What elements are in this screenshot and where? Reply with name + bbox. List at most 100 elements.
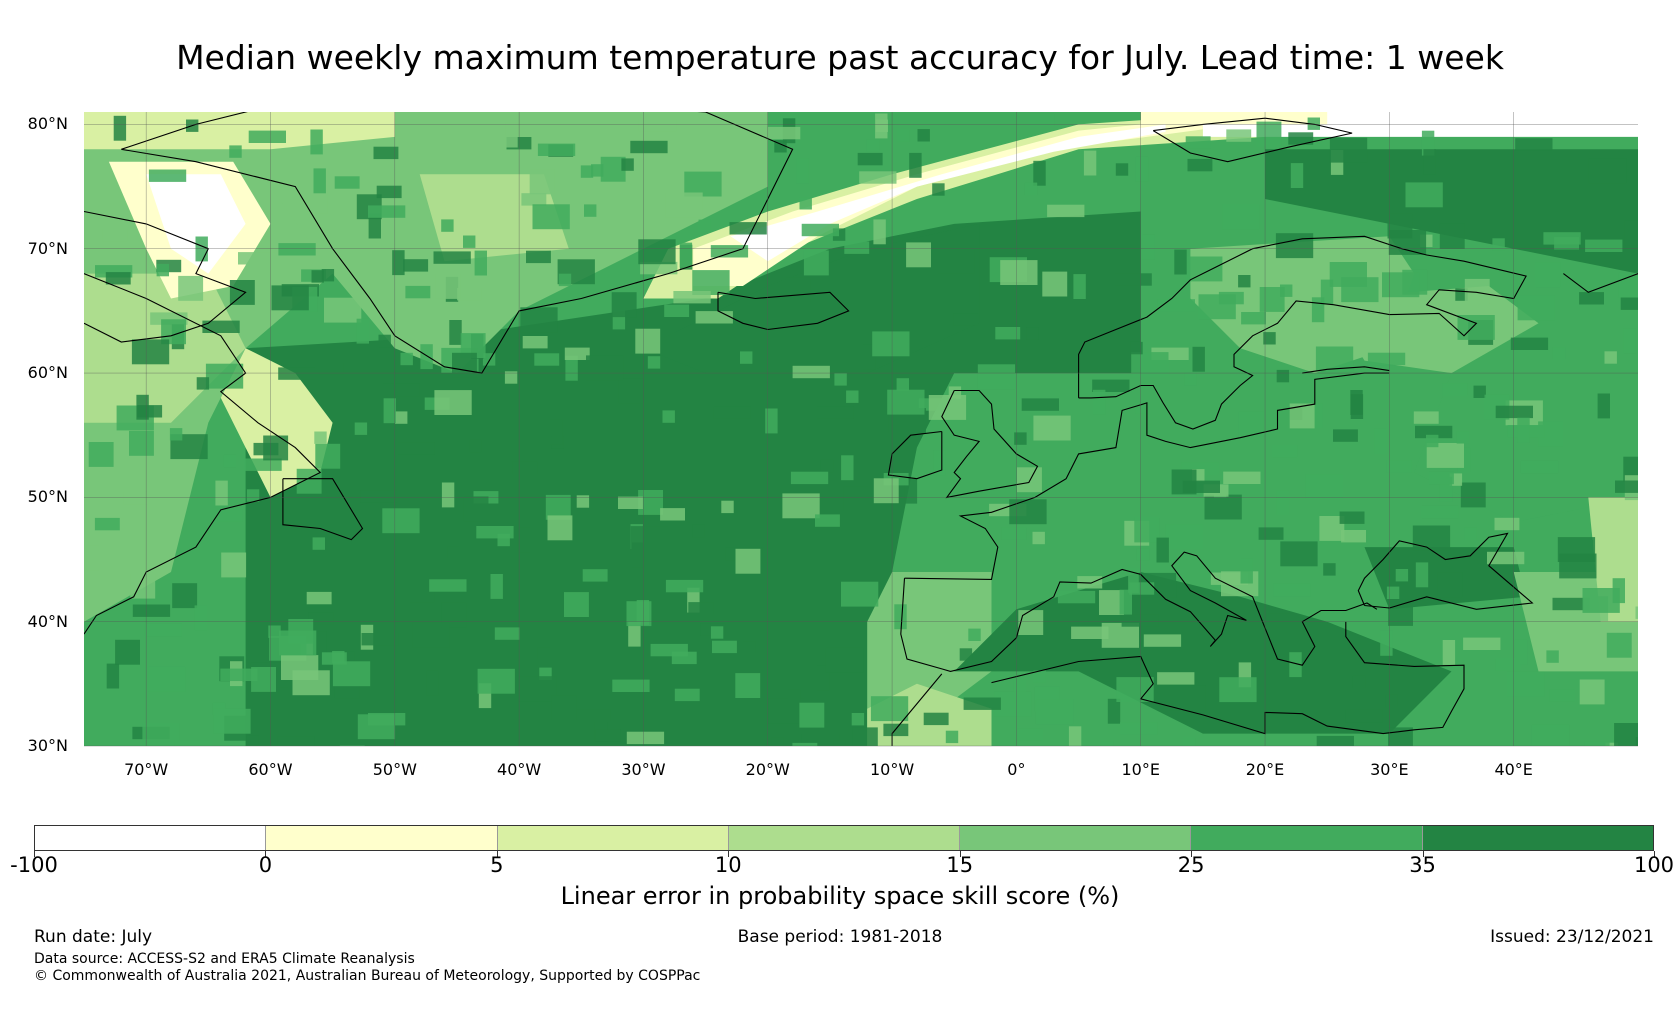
- field-cell: [1120, 722, 1158, 735]
- field-cell: [740, 351, 753, 364]
- field-cell: [565, 355, 578, 381]
- field-cell: [1456, 431, 1469, 444]
- field-cell: [618, 496, 643, 509]
- field-cell: [788, 689, 801, 702]
- field-cell: [1492, 238, 1505, 251]
- field-cell: [1198, 294, 1236, 320]
- field-cell: [1412, 525, 1451, 551]
- field-cell: [801, 223, 839, 237]
- field-cell: [1142, 234, 1155, 260]
- field-cell: [852, 727, 878, 746]
- field-cell: [1276, 490, 1289, 515]
- field-cell: [223, 454, 236, 468]
- field-cell: [532, 204, 570, 230]
- africa-levant-coast: [991, 621, 1465, 735]
- field-cell: [522, 336, 548, 349]
- longitude-label: 0°: [1007, 760, 1026, 779]
- field-cell: [521, 193, 547, 206]
- field-cell: [306, 591, 332, 605]
- field-cell: [194, 605, 207, 631]
- field-cell: [735, 548, 761, 574]
- field-cell: [321, 269, 335, 282]
- scandinavia-coast: [1078, 235, 1527, 430]
- field-cell: [673, 291, 711, 304]
- field-cell: [449, 320, 462, 345]
- field-cell: [1543, 232, 1581, 245]
- field-cell: [647, 356, 661, 369]
- field-cell: [1549, 689, 1575, 702]
- field-cell: [698, 219, 711, 232]
- field-cell: [550, 419, 563, 445]
- field-cell: [1413, 411, 1439, 424]
- field-cell: [611, 292, 637, 318]
- field-cell: [361, 633, 399, 646]
- field-cell: [630, 526, 668, 551]
- field-cell: [315, 189, 328, 214]
- field-cell: [271, 285, 309, 311]
- field-cell: [1437, 572, 1463, 598]
- field-cell: [1183, 737, 1196, 746]
- field-cell: [1192, 346, 1205, 372]
- field-cell: [263, 435, 289, 461]
- field-cell: [1187, 158, 1213, 172]
- field-cell: [463, 235, 476, 248]
- field-cell: [220, 668, 258, 681]
- field-cell: [1386, 586, 1400, 599]
- field-cell: [695, 311, 733, 324]
- field-cell: [221, 552, 247, 578]
- field-cell: [136, 394, 149, 420]
- field-cell: [1315, 346, 1354, 372]
- field-cell: [1584, 741, 1610, 746]
- field-cell: [743, 641, 756, 654]
- field-cell: [1136, 548, 1150, 561]
- longitude-label: 40°E: [1494, 760, 1533, 779]
- field-cell: [463, 496, 489, 522]
- field-cell: [1464, 527, 1477, 540]
- field-cell: [796, 158, 809, 184]
- field-cell: [1345, 709, 1383, 723]
- field-cell: [1280, 541, 1318, 567]
- field-cell: [917, 129, 930, 142]
- field-cell: [1071, 626, 1109, 639]
- field-cell: [368, 205, 406, 218]
- field-cell: [1256, 121, 1282, 147]
- field-cell: [816, 406, 854, 419]
- field-mediterranean: [954, 572, 1452, 734]
- field-cell: [1386, 460, 1412, 473]
- field-cell: [1597, 393, 1610, 419]
- field-cell: [790, 471, 829, 485]
- field-cell: [870, 696, 909, 722]
- field-cell: [1495, 658, 1521, 671]
- field-cell: [229, 280, 255, 305]
- field-cell: [765, 408, 778, 434]
- field-cell: [906, 242, 931, 268]
- field-cell: [580, 165, 594, 178]
- iceland-coast: [717, 291, 850, 331]
- field-cell: [1057, 590, 1096, 604]
- field-cell: [268, 625, 281, 638]
- latitude-label: 40°N: [27, 611, 68, 631]
- field-cell: [1288, 132, 1314, 145]
- field-cell: [1307, 117, 1320, 130]
- field-cell: [1047, 204, 1085, 218]
- field-cell: [360, 490, 398, 503]
- field-cell: [928, 395, 967, 420]
- field-cell: [296, 468, 322, 494]
- field-cell: [505, 122, 518, 148]
- field-cell: [115, 639, 140, 665]
- field-cell: [1290, 163, 1304, 188]
- longitude-label: 10°E: [1121, 760, 1160, 779]
- field-cell: [897, 129, 910, 142]
- field-cell: [215, 480, 228, 506]
- field-cell: [692, 524, 705, 538]
- field-cell: [1000, 260, 1038, 285]
- field-cell: [1439, 223, 1465, 249]
- field-cell: [1557, 537, 1596, 562]
- field-cell: [1265, 613, 1291, 639]
- field-cell: [383, 398, 396, 424]
- field-cell: [1018, 610, 1044, 635]
- field-cell: [376, 185, 402, 199]
- field-cell: [650, 643, 688, 657]
- field-cell: [526, 250, 551, 264]
- field-cell: [735, 673, 761, 698]
